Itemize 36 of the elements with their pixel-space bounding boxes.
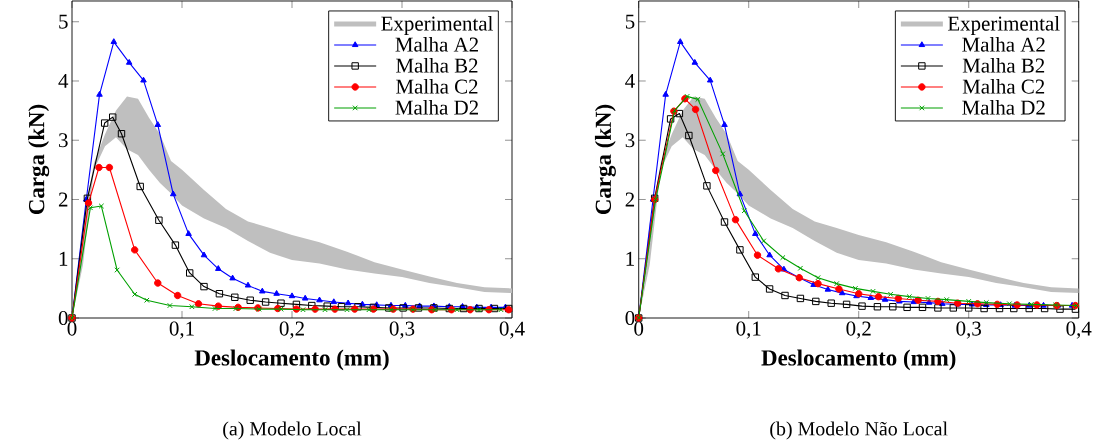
y-axis-title: Carga (kN)	[594, 104, 616, 215]
legend-label: Malha C2	[396, 78, 478, 94]
legend-label: Malha A2	[395, 36, 478, 52]
y-tick-label: 2	[625, 192, 635, 207]
y-tick-label: 0	[58, 310, 68, 326]
y-axis-title: Carga (kN)	[28, 104, 50, 215]
y-tick-label: 0	[625, 310, 635, 326]
x-tick-label: 0,1	[169, 321, 194, 339]
legend-label: Malha A2	[962, 36, 1045, 52]
x-tick-label: 0,3	[389, 321, 415, 339]
legend-label: Experimental	[947, 15, 1060, 35]
x-axis-title: Deslocamento (mm)	[761, 349, 956, 371]
y-tick-label: 2	[58, 192, 68, 207]
x-tick-label: 0,4	[1066, 321, 1092, 339]
y-tick-label: 3	[625, 133, 635, 148]
y-tick-label: 4	[625, 74, 635, 88]
x-axis-title: Deslocamento (mm)	[194, 349, 389, 371]
x-tick-label: 0,2	[279, 321, 304, 339]
legend-label: Malha D2	[962, 99, 1045, 115]
legend-label: Experimental	[381, 15, 493, 35]
y-tick-label: 5	[625, 14, 635, 29]
y-tick-label: 1	[59, 251, 68, 266]
legend-label: Malha B2	[962, 57, 1045, 73]
text: (b) Modelo Não Local	[770, 421, 948, 440]
y-tick-label: 1	[626, 251, 634, 266]
x-tick-label: 0,3	[956, 321, 981, 339]
legend-label: Malha B2	[396, 57, 478, 73]
legend-label: Malha D2	[395, 99, 478, 115]
y-tick-label: 5	[59, 14, 68, 29]
y-tick-label: 4	[58, 74, 69, 88]
y-tick-label: 3	[59, 133, 68, 148]
x-tick-label: 0,2	[846, 321, 871, 339]
legend-label: Malha C2	[962, 78, 1045, 94]
x-tick-label: 0,1	[736, 321, 761, 339]
text: (a) Modelo Local	[223, 421, 362, 440]
x-tick-label: 0,4	[499, 321, 525, 339]
